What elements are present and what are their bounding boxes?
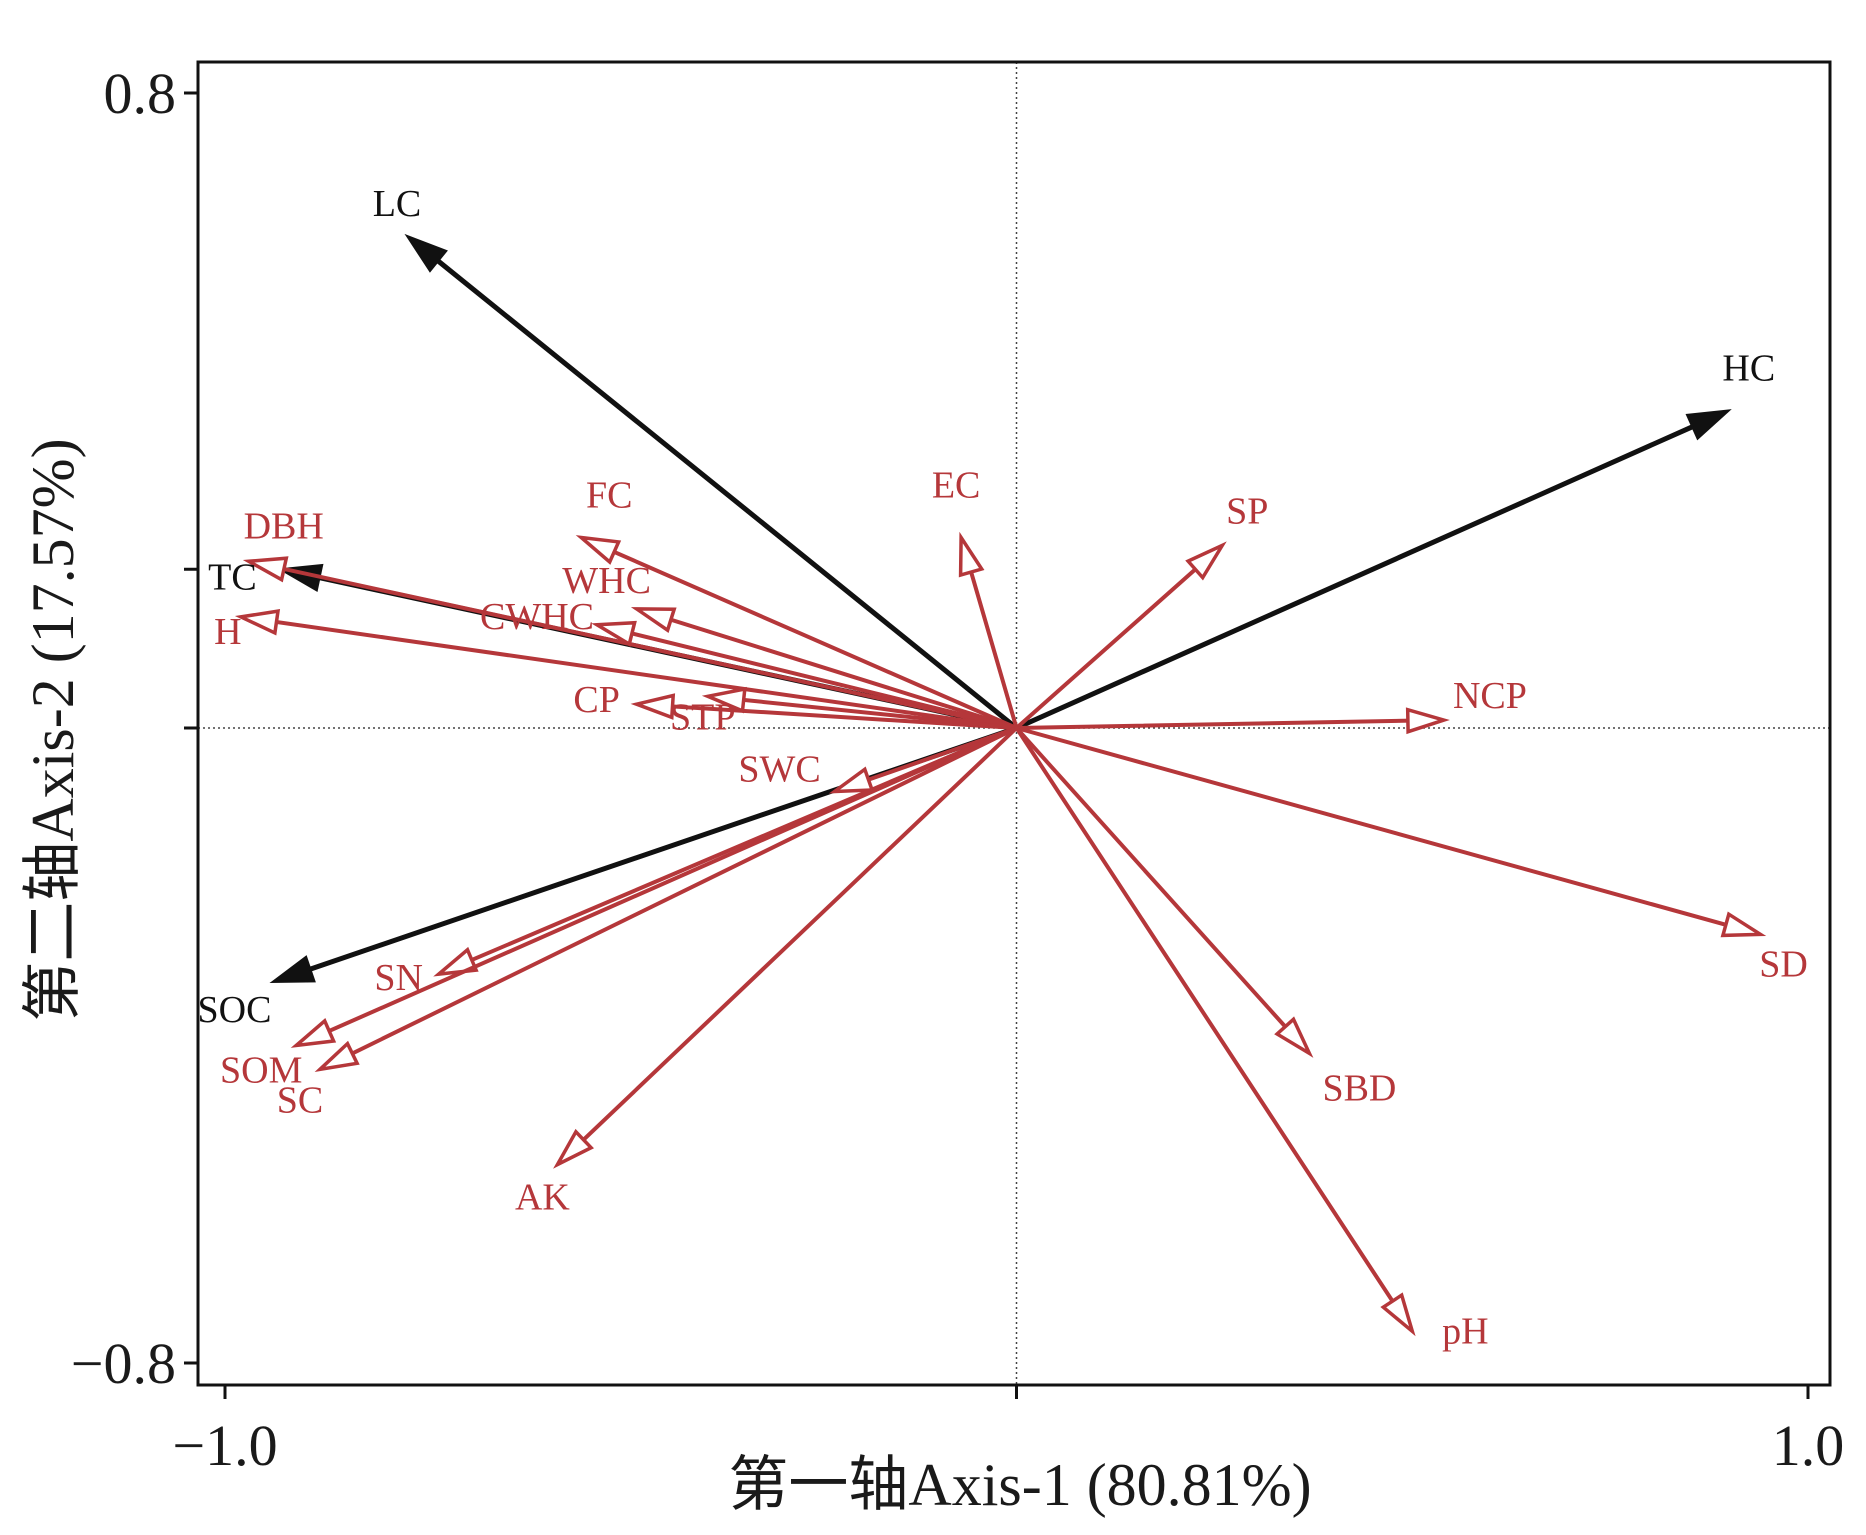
- arrow-dbh-shaft: [252, 560, 1019, 730]
- arrow-sbd-shaft: [1014, 726, 1308, 1051]
- arrow-ec-shaft: [960, 541, 1019, 730]
- arrow-soc-head: [269, 955, 316, 984]
- arrow-cwhc-head: [591, 620, 637, 647]
- vector-label-sbd: SBD: [1322, 1067, 1396, 1109]
- arrow-fc-head: [575, 535, 622, 565]
- arrow-swc-head: [828, 766, 875, 794]
- arrow-ncp-head: [1405, 707, 1450, 735]
- vector-label-whc: WHC: [562, 560, 651, 602]
- arrow-ec-head: [958, 531, 985, 578]
- vector-label-tc: TC: [208, 556, 257, 598]
- y-tick-label-0: 0.8: [104, 61, 177, 126]
- vector-label-hc: HC: [1722, 348, 1775, 390]
- arrow-dbh-head: [242, 556, 289, 583]
- arrow-ph-shaft: [1014, 726, 1411, 1329]
- vector-label-sn: SN: [374, 957, 423, 999]
- vector-label-cwhc: CWHC: [480, 596, 594, 638]
- y-axis-title: 第二轴Axis-2 (17.57%): [20, 438, 86, 1021]
- vector-label-lc: LC: [373, 183, 422, 225]
- arrow-h-head: [234, 609, 281, 636]
- arrow-sd-head: [1720, 911, 1767, 938]
- x-tick-label-0: −1.0: [172, 1413, 277, 1478]
- arrow-sc-head: [314, 1040, 360, 1072]
- arrow-ak-shaft: [559, 726, 1019, 1163]
- arrow-ak-head: [553, 1128, 595, 1169]
- vector-label-sc: SC: [277, 1079, 323, 1121]
- arrow-cp-shaft: [640, 702, 1019, 730]
- vector-label-ph: pH: [1442, 1310, 1488, 1352]
- y-tick-label-1: −0.8: [71, 1331, 176, 1396]
- arrow-whc-shaft: [640, 608, 1019, 730]
- arrow-sp-shaft: [1014, 547, 1220, 730]
- arrow-som-head: [290, 1018, 337, 1048]
- vector-label-sd: SD: [1759, 943, 1808, 985]
- x-tick-label-1: 1.0: [1772, 1413, 1845, 1478]
- arrow-ph-head: [1380, 1292, 1416, 1337]
- arrow-lc-shaft: [435, 258, 1019, 731]
- x-axis-title: 第一轴Axis-1 (80.81%): [728, 1452, 1311, 1518]
- arrow-som-shaft: [299, 726, 1019, 1046]
- arrow-hc-shaft: [1014, 424, 1695, 731]
- vector-label-som: SOM: [220, 1050, 302, 1092]
- arrow-cp-head: [630, 693, 676, 720]
- plot-frame: [196, 60, 1832, 1387]
- arrow-ncp-shaft: [1014, 718, 1440, 730]
- arrow-cwhc-shaft: [600, 624, 1019, 730]
- arrow-whc-head: [630, 607, 677, 633]
- vector-label-ncp: NCP: [1453, 675, 1527, 717]
- arrow-sd-shaft: [1014, 726, 1757, 935]
- vector-label-dbh: DBH: [244, 505, 324, 547]
- arrow-sn-head: [433, 946, 479, 977]
- arrow-stp-head: [701, 686, 747, 714]
- arrow-sc-shaft: [323, 726, 1019, 1069]
- vector-label-h: H: [214, 611, 241, 653]
- arrow-hc-head: [1685, 409, 1732, 441]
- vector-label-ak: AK: [515, 1177, 570, 1219]
- vector-label-fc: FC: [586, 475, 632, 517]
- vector-label-stp: STP: [670, 696, 735, 738]
- vector-arrows: [234, 233, 1767, 1337]
- vector-label-swc: SWC: [738, 749, 820, 791]
- arrow-sbd-head: [1274, 1016, 1314, 1058]
- vector-label-ec: EC: [932, 465, 981, 507]
- vector-label-soc: SOC: [198, 989, 272, 1031]
- vector-label-sp: SP: [1226, 490, 1268, 532]
- arrow-sp-head: [1185, 541, 1227, 581]
- axes: −1.0 1.0 0.8 −0.8: [71, 60, 1845, 1478]
- vector-label-cp: CP: [573, 679, 619, 721]
- arrow-lc-head: [404, 233, 448, 273]
- arrow-fc-shaft: [584, 537, 1019, 730]
- arrow-h-shaft: [244, 615, 1019, 730]
- arrow-stp-shaft: [711, 694, 1019, 730]
